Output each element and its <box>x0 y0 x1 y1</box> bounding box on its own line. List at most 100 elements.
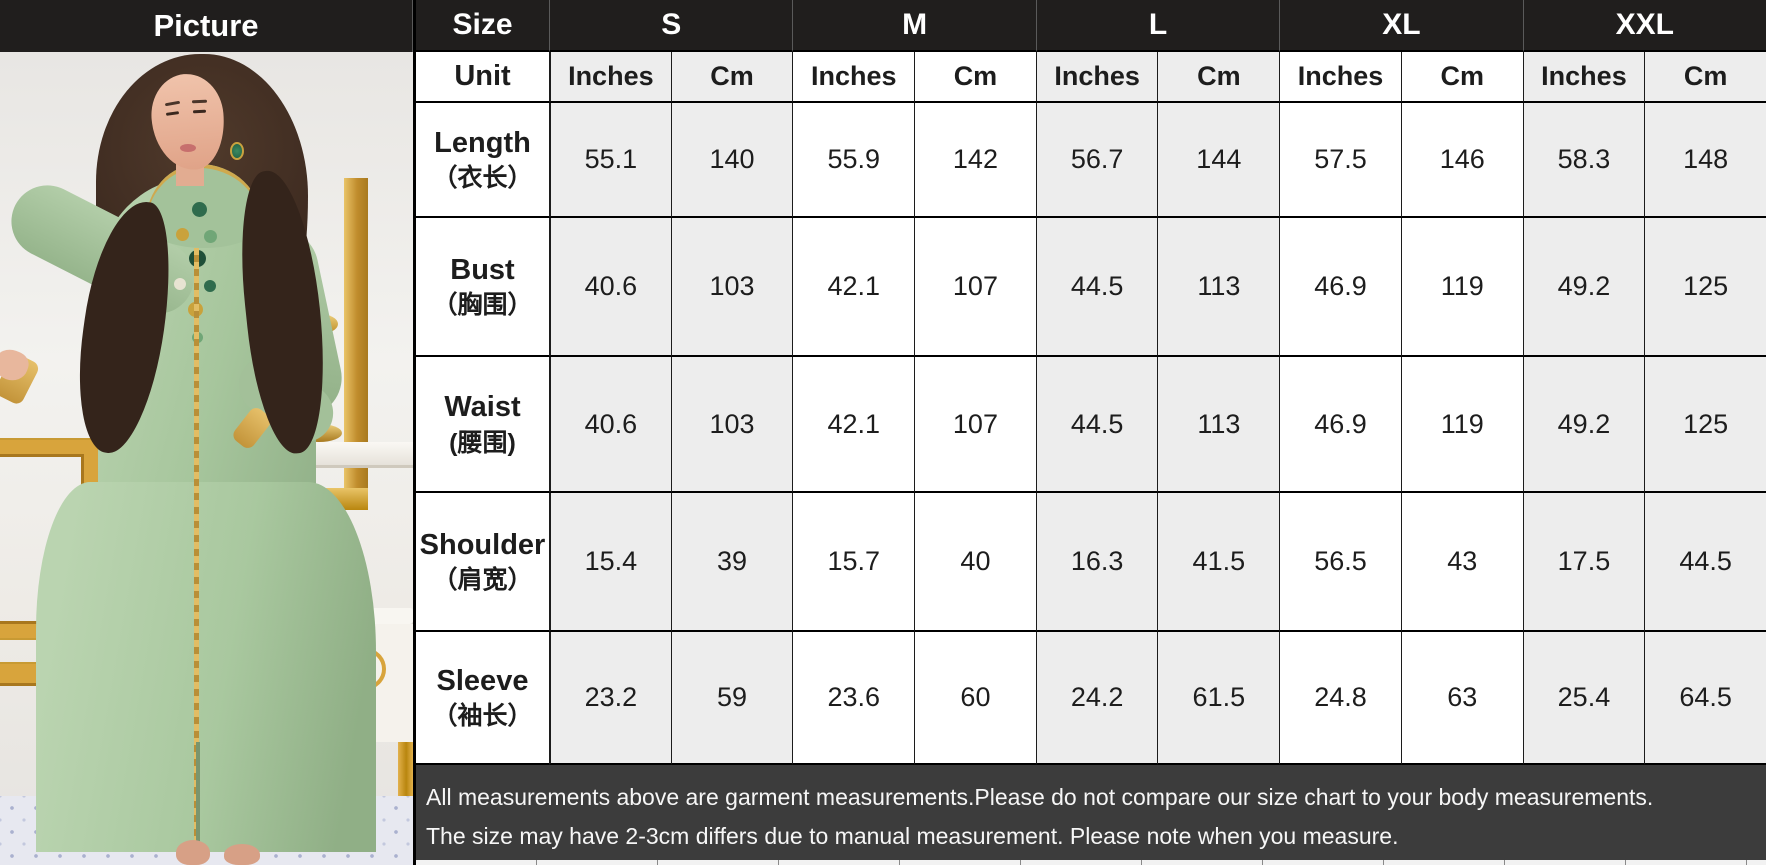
cropped-next-row <box>416 860 1766 865</box>
value-cell: 39 <box>670 493 793 632</box>
row-label-zh: （胸围） <box>432 291 533 320</box>
unit-cell: Cm <box>914 52 1036 103</box>
value-cell: 56.5 <box>1279 493 1401 632</box>
skirt-slit <box>196 742 200 854</box>
value-cell: 55.9 <box>792 103 915 218</box>
size-header-xxl: XXL <box>1522 0 1766 52</box>
value-cell: 107 <box>914 218 1036 357</box>
value-cell: 23.6 <box>792 632 915 765</box>
value-cell: 49.2 <box>1522 357 1645 493</box>
value-cell: 44.5 <box>1035 218 1158 357</box>
unit-cell: Inches <box>549 52 671 103</box>
value-cell: 57.5 <box>1279 103 1401 218</box>
row-label-en: Length <box>434 126 531 159</box>
brooch-gem <box>176 228 189 241</box>
value-cell: 15.7 <box>792 493 915 632</box>
value-cell: 103 <box>670 218 793 357</box>
gold-front-trim <box>194 248 199 860</box>
size-header-m: M <box>792 0 1036 52</box>
size-chart-table: Size S M L XL XXL Unit Inches Cm Inches Cm Inches Cm… <box>416 0 1766 765</box>
value-cell: 44.5 <box>1035 357 1158 493</box>
row-label-zh: （袖长） <box>432 702 533 731</box>
value-cell: 61.5 <box>1157 632 1280 765</box>
value-cell: 125 <box>1644 218 1766 357</box>
brooch-gem <box>204 230 217 243</box>
product-photo <box>0 52 413 865</box>
value-cell: 113 <box>1157 357 1280 493</box>
value-cell: 24.2 <box>1035 632 1158 765</box>
value-cell: 16.3 <box>1035 493 1158 632</box>
value-cell: 144 <box>1157 103 1280 218</box>
value-cell: 103 <box>670 357 793 493</box>
value-cell: 140 <box>670 103 793 218</box>
size-header-cell: Size <box>416 0 549 52</box>
value-cell: 64.5 <box>1644 632 1766 765</box>
value-cell: 125 <box>1644 357 1766 493</box>
size-header-s: S <box>549 0 793 52</box>
row-label-shoulder: Shoulder （肩宽） <box>416 493 549 632</box>
row-label-en: Sleeve <box>436 664 529 697</box>
model-foot <box>224 844 260 865</box>
value-cell: 15.4 <box>549 493 671 632</box>
row-label-zh: （肩宽） <box>432 566 533 595</box>
row-label-zh: （衣长） <box>432 164 533 193</box>
value-cell: 43 <box>1400 493 1523 632</box>
value-cell: 24.8 <box>1279 632 1401 765</box>
value-cell: 59 <box>670 632 793 765</box>
note-line-1: All measurements above are garment measu… <box>426 784 1654 810</box>
unit-cell: Inches <box>1279 52 1401 103</box>
dress-skirt <box>36 482 376 852</box>
value-cell: 17.5 <box>1522 493 1645 632</box>
unit-cell: Inches <box>1035 52 1158 103</box>
brooch-gem <box>192 202 207 217</box>
row-label-en: Shoulder <box>419 528 546 561</box>
value-cell: 107 <box>914 357 1036 493</box>
row-label-bust: Bust （胸围） <box>416 218 549 357</box>
unit-cell: Cm <box>1157 52 1280 103</box>
picture-column: Picture <box>0 0 413 865</box>
value-cell: 113 <box>1157 218 1280 357</box>
value-cell: 63 <box>1400 632 1523 765</box>
brooch-gem <box>174 278 186 290</box>
picture-header-label: Picture <box>153 8 259 43</box>
measurement-notes: All measurements above are garment measu… <box>416 765 1766 860</box>
row-label-zh: (腰围) <box>449 428 516 457</box>
model-face <box>191 99 208 104</box>
unit-cell: Cm <box>1400 52 1523 103</box>
row-label-length: Length （衣长） <box>416 103 549 218</box>
value-cell: 55.1 <box>549 103 671 218</box>
value-cell: 42.1 <box>792 357 915 493</box>
picture-column-header: Picture <box>0 0 413 52</box>
unit-cell: Inches <box>1522 52 1645 103</box>
value-cell: 41.5 <box>1157 493 1280 632</box>
row-label-sleeve: Sleeve （袖长） <box>416 632 549 765</box>
unit-cell: Inches <box>792 52 915 103</box>
value-cell: 49.2 <box>1522 218 1645 357</box>
value-cell: 44.5 <box>1644 493 1766 632</box>
row-label-en: Bust <box>450 253 515 286</box>
brooch-gem <box>204 280 216 292</box>
value-cell: 40.6 <box>549 218 671 357</box>
model-foot <box>176 840 210 865</box>
unit-cell: Cm <box>670 52 793 103</box>
unit-cell: Cm <box>1644 52 1766 103</box>
value-cell: 119 <box>1400 357 1523 493</box>
value-cell: 146 <box>1400 103 1523 218</box>
size-header-xl: XL <box>1279 0 1523 52</box>
value-cell: 58.3 <box>1522 103 1645 218</box>
size-header-l: L <box>1035 0 1280 52</box>
value-cell: 142 <box>914 103 1036 218</box>
row-label-waist: Waist (腰围) <box>416 357 549 493</box>
value-cell: 119 <box>1400 218 1523 357</box>
note-line-2: The size may have 2-3cm differs due to m… <box>426 823 1399 849</box>
value-cell: 40 <box>914 493 1036 632</box>
value-cell: 46.9 <box>1279 218 1401 357</box>
value-cell: 25.4 <box>1522 632 1645 765</box>
value-cell: 23.2 <box>549 632 671 765</box>
value-cell: 60 <box>914 632 1036 765</box>
unit-header-cell: Unit <box>416 52 549 103</box>
value-cell: 40.6 <box>549 357 671 493</box>
value-cell: 148 <box>1644 103 1766 218</box>
value-cell: 42.1 <box>792 218 915 357</box>
